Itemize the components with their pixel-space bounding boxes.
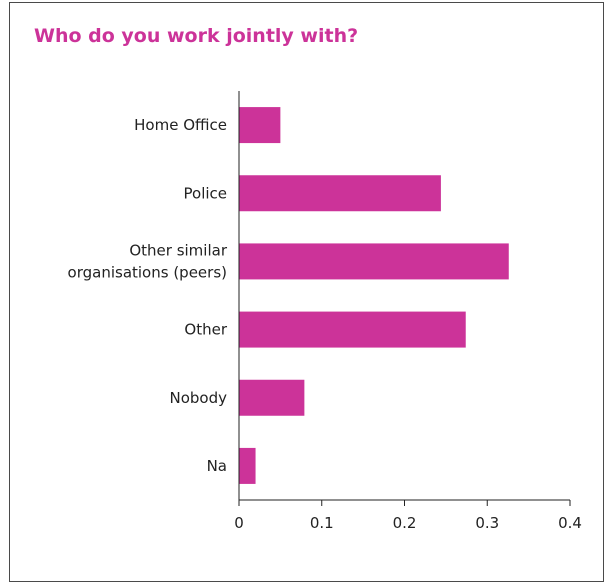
bar-4 (239, 379, 305, 416)
x-tick-label-3: 0.3 (475, 514, 499, 532)
bar-2 (239, 243, 509, 280)
category-label-0: Home Office (134, 116, 227, 134)
chart-frame: Who do you work jointly with? (9, 2, 604, 582)
category-labels: Home Office Police Other similar organisati… (68, 116, 228, 475)
category-label-2-line-0: Other similar (129, 241, 227, 259)
bar-0 (239, 107, 281, 144)
chart-title: Who do you work jointly with? (34, 25, 359, 47)
bar-5 (239, 447, 256, 484)
x-tick-label-1: 0.1 (310, 514, 334, 532)
bar-1 (239, 175, 441, 212)
category-label-3: Other (184, 321, 227, 339)
x-tick-label-4: 0.4 (558, 514, 582, 532)
bars-group (239, 107, 509, 484)
category-label-1: Police (184, 184, 228, 202)
category-label-4: Nobody (170, 389, 228, 407)
x-tick-label-2: 0.2 (393, 514, 417, 532)
axes-group (238, 91, 570, 501)
category-label-2-line-1: organisations (peers) (68, 263, 227, 281)
x-tick-labels: 0 0.1 0.2 0.3 0.4 (234, 500, 582, 532)
category-label-5: Na (207, 457, 227, 475)
x-tick-label-0: 0 (234, 514, 244, 532)
bar-3 (239, 311, 466, 348)
